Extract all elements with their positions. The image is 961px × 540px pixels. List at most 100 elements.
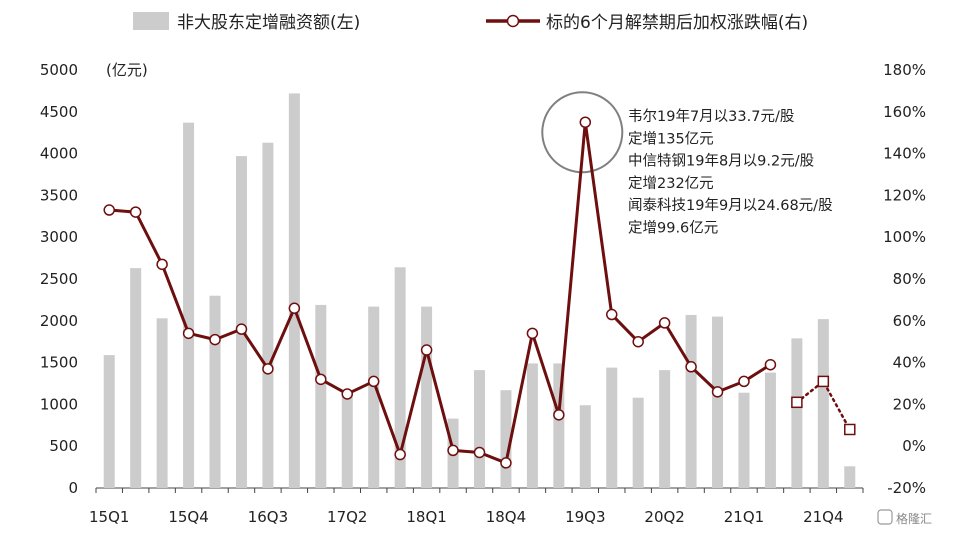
x-tick-label: 21Q1 <box>724 508 764 526</box>
annotation-circle-group <box>541 91 624 174</box>
annotation-line: 定增99.6亿元 <box>628 220 718 237</box>
bar <box>500 390 512 488</box>
line-point <box>473 446 486 459</box>
annotation-line: 定增232亿元 <box>628 175 714 192</box>
line-point <box>235 323 248 335</box>
projected-point <box>844 423 856 436</box>
bar <box>817 319 829 488</box>
bar <box>103 355 115 488</box>
left-tick-label: 0 <box>68 479 78 497</box>
line-point <box>711 386 724 398</box>
projected-point <box>791 396 803 409</box>
left-tick-label: 4500 <box>40 103 78 121</box>
line-point <box>156 258 168 271</box>
axes: 0 500 1000 1500 2000 2500 3000 3500 4000 4500 5000… <box>40 61 926 526</box>
bar <box>659 370 671 488</box>
legend-bar-swatch <box>133 12 169 30</box>
x-tick-label: 21Q4 <box>803 508 843 526</box>
annotation-line: 闻泰科技19年9月以24.68元/股 <box>628 197 833 214</box>
right-tick-label: 60% <box>893 312 926 330</box>
annotation: 韦尔19年7月以33.7元/股定增135亿元中信特钢19年8月以9.2元/股定增… <box>628 108 833 237</box>
left-tick-label: 1500 <box>40 354 78 372</box>
bar <box>288 93 300 489</box>
line-point <box>738 375 750 388</box>
line-point <box>553 409 565 421</box>
bar <box>606 367 618 488</box>
watermark-text: 格隆汇 <box>896 511 932 526</box>
right-tick-label: 20% <box>893 395 926 413</box>
x-tick-label: 20Q2 <box>644 508 684 526</box>
annotation-line: 韦尔19年7月以33.7元/股 <box>628 108 794 125</box>
bar <box>130 268 142 488</box>
line-point <box>367 375 380 388</box>
bar <box>421 306 433 488</box>
right-tick-label: -20% <box>887 479 926 497</box>
left-tick-label: 500 <box>49 437 78 455</box>
right-tick-label: 120% <box>883 186 926 204</box>
bar <box>341 390 353 488</box>
bar <box>685 314 697 488</box>
bar <box>368 306 380 488</box>
left-tick-label: 3500 <box>40 186 78 204</box>
watermark-logo-icon <box>877 509 893 525</box>
bar <box>394 267 406 488</box>
line-point <box>447 444 459 457</box>
left-axis-label: (亿元) <box>106 61 148 79</box>
bar <box>262 142 274 488</box>
line-point <box>129 206 142 218</box>
bar <box>764 372 776 488</box>
bar <box>156 318 168 488</box>
bar <box>553 363 565 488</box>
line-series <box>103 116 856 469</box>
bar <box>209 295 221 488</box>
bar <box>712 316 724 488</box>
bar <box>791 338 803 488</box>
right-tick-label: 80% <box>893 270 926 288</box>
legend-bar-label: 非大股东定增融资额(左) <box>177 13 360 33</box>
watermark: 格隆汇 <box>877 509 932 526</box>
bar <box>738 392 750 488</box>
legend: 非大股东定增融资额(左) 标的6个月解禁期后加权涨跌幅(右) <box>133 12 808 33</box>
annotation-line: 中信特钢19年8月以9.2元/股 <box>628 153 814 170</box>
bar <box>474 370 485 488</box>
line-point <box>658 317 671 329</box>
x-tick-label: 18Q4 <box>486 508 526 526</box>
line-point <box>420 344 433 356</box>
line-point <box>288 302 301 315</box>
line-point <box>182 327 195 340</box>
legend-line-label: 标的6个月解禁期后加权涨跌幅(右) <box>546 13 808 33</box>
line-point <box>632 335 644 348</box>
annotation-circle <box>541 91 624 174</box>
line-path <box>109 120 772 465</box>
left-tick-label: 5000 <box>40 61 78 79</box>
x-tick-label: 17Q2 <box>327 508 367 526</box>
line-point <box>341 388 354 400</box>
bar <box>632 397 644 488</box>
right-tick-label: 180% <box>883 61 926 79</box>
x-tick-label: 18Q1 <box>406 508 446 526</box>
line-point <box>764 358 777 371</box>
line-point <box>685 361 697 373</box>
bar <box>844 466 856 488</box>
bar <box>526 363 538 488</box>
right-tick-label: 160% <box>883 103 926 121</box>
x-tick-label: 15Q1 <box>89 508 129 526</box>
left-tick-label: 2000 <box>40 312 78 330</box>
x-tick-label: 15Q4 <box>168 508 208 526</box>
right-tick-label: 0% <box>902 437 926 455</box>
line-point <box>103 204 115 216</box>
bar <box>183 122 195 488</box>
projected-point <box>817 375 830 388</box>
line-point <box>526 327 539 340</box>
x-tick-label: 16Q3 <box>248 508 288 526</box>
legend-line-marker <box>506 14 520 28</box>
right-tick-label: 100% <box>883 228 926 246</box>
line-point <box>262 363 274 375</box>
line-point <box>500 457 512 469</box>
line-point <box>209 333 221 346</box>
line-point <box>394 448 406 461</box>
bar <box>235 156 247 488</box>
annotation-line: 定增135亿元 <box>628 130 714 147</box>
